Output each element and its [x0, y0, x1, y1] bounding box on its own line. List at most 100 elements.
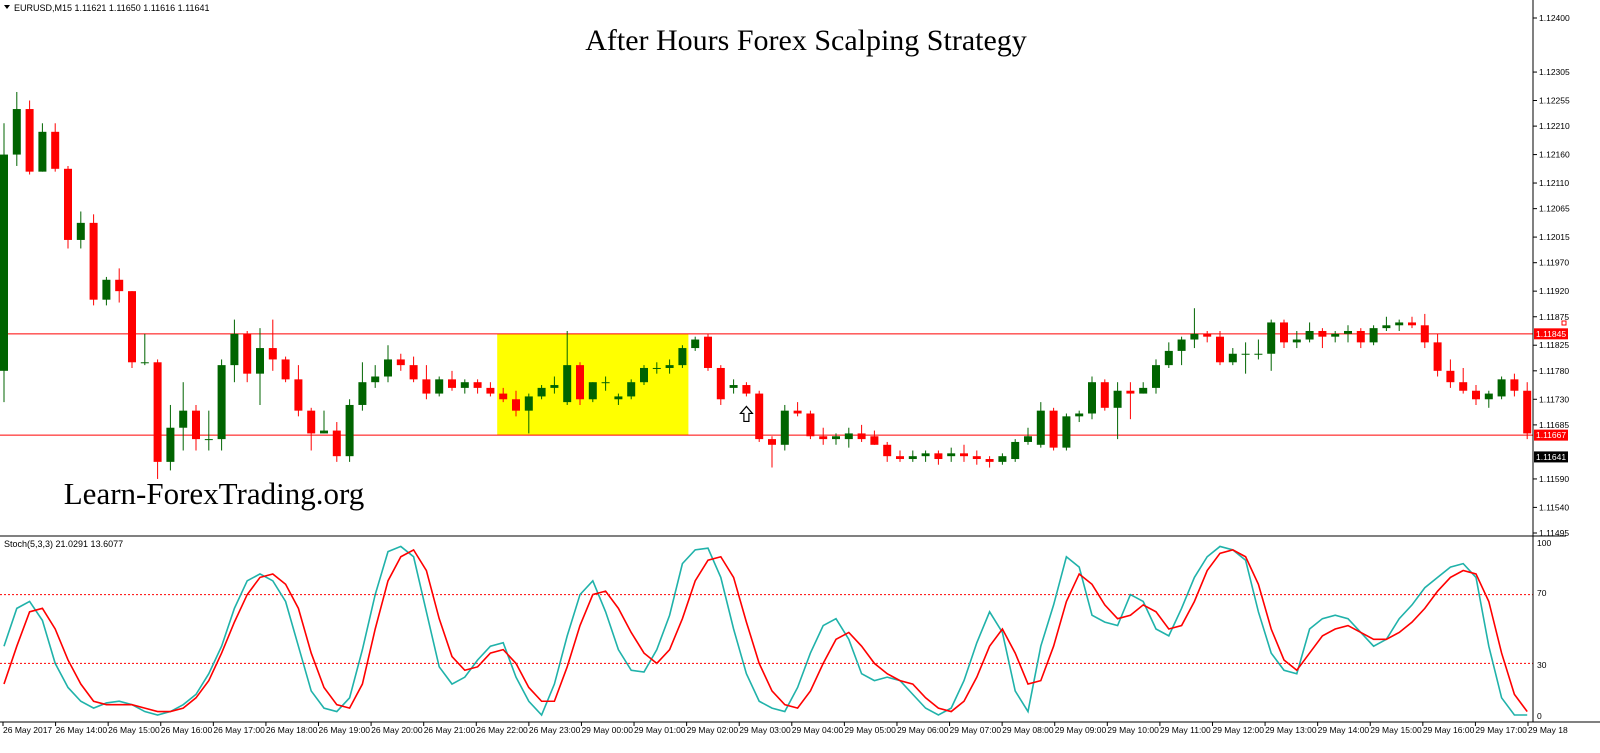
bearish-candle [51, 123, 60, 172]
indicator-label: Stoch(5,3,3) 21.0291 13.6077 [4, 539, 123, 549]
candle-body [614, 396, 623, 400]
bullish-candle [166, 404, 175, 471]
candle-body [448, 379, 456, 388]
bearish-candle [704, 333, 712, 371]
candle-body [768, 439, 776, 445]
candle-body [832, 436, 840, 440]
candle-body [1164, 350, 1173, 366]
candle-body [179, 410, 188, 428]
bullish-candle [1152, 359, 1160, 394]
candle-body [1472, 390, 1480, 400]
bearish-candle [857, 424, 866, 442]
time-tick-label: 26 May 15:00 [108, 725, 160, 735]
bullish-candle [358, 362, 367, 411]
candle-body [1433, 342, 1442, 371]
time-axis: 26 May 2017 26 May 14:00 26 May 15:00 26 Ma… [2, 722, 1568, 735]
candle-body [921, 453, 930, 457]
candle-body [1280, 322, 1288, 343]
bearish-candle [896, 450, 904, 462]
bullish-candle [780, 404, 789, 451]
bearish-candle [742, 382, 751, 397]
candle-body [691, 339, 700, 349]
candle-body [1228, 353, 1237, 363]
candle-body [1088, 382, 1096, 414]
candle-body [908, 456, 917, 460]
time-tick-label: 29 May 09:00 [1055, 725, 1107, 735]
bullish-candle [230, 319, 239, 383]
candle-body [12, 109, 21, 155]
candle-body [384, 359, 392, 377]
candle-body [1497, 379, 1506, 397]
bullish-candle [1011, 439, 1020, 462]
bearish-candle [1280, 319, 1288, 349]
candle-body [640, 367, 648, 383]
level-tick-label: 100 [1537, 538, 1551, 548]
bullish-candle [1024, 427, 1032, 445]
bullish-candle [524, 393, 533, 434]
bullish-candle [384, 345, 392, 383]
candle-body [704, 336, 712, 368]
bullish-candle [1484, 390, 1493, 408]
candle-body [1446, 370, 1455, 383]
bearish-candle [294, 365, 303, 417]
price-tick-label: 1.11730 [1539, 394, 1569, 404]
bullish-candle [38, 123, 47, 172]
bullish-candle [1062, 413, 1071, 451]
bearish-candle [243, 330, 252, 383]
bullish-candle [588, 382, 597, 403]
bullish-candle [102, 276, 111, 306]
candle-body [1036, 410, 1045, 445]
price-tick-label: 1.11825 [1539, 340, 1569, 350]
candle-body [537, 387, 546, 397]
bearish-candle [1356, 328, 1365, 349]
candle-body [38, 131, 47, 172]
bullish-candle [1036, 402, 1045, 448]
candle-body [230, 333, 239, 366]
candle-body [1356, 330, 1365, 343]
bullish-candle [627, 379, 636, 400]
time-tick-label: 26 May 17:00 [213, 725, 265, 735]
candle-body [371, 376, 380, 383]
candle-body [1190, 333, 1199, 340]
candle-body [204, 439, 213, 441]
bullish-candle [1305, 322, 1314, 343]
bullish-candle [729, 379, 738, 394]
candle-body [934, 453, 943, 460]
bullish-candle [1088, 376, 1096, 420]
price-tick-label: 1.12160 [1539, 150, 1570, 160]
candle-body [985, 459, 994, 462]
candle-body [729, 385, 738, 388]
candle-body [192, 410, 200, 440]
bearish-candle [1446, 359, 1455, 388]
candle-body [806, 413, 815, 437]
time-tick-label: 26 May 22:00 [476, 725, 528, 735]
candle-body [1024, 436, 1032, 442]
candle-body [1139, 387, 1148, 394]
bullish-candle [1075, 410, 1084, 423]
candle-body [1369, 328, 1378, 343]
main-price-pane[interactable]: 1.12400 1.12305 1.12255 1.12210 1.12160 1.121… [0, 3, 1570, 538]
chart-title: After Hours Forex Scalping Strategy [585, 24, 1027, 57]
time-tick-label: 29 May 10:00 [1107, 725, 1159, 735]
bearish-candle [1216, 330, 1224, 366]
candle-body [1254, 353, 1263, 355]
time-tick-label: 29 May 11:00 [1160, 725, 1211, 735]
bearish-candle [1510, 373, 1519, 397]
candle-body [76, 222, 85, 240]
bullish-candle [1331, 330, 1340, 343]
bearish-candle [768, 436, 776, 468]
bullish-candle [371, 365, 380, 388]
price-tick-label: 1.11590 [1539, 474, 1569, 484]
bullish-candle [550, 376, 559, 394]
resistance-line-handle-right[interactable] [1561, 320, 1567, 326]
bullish-candle [678, 345, 687, 368]
candlestick-series [0, 91, 1532, 479]
dropdown-triangle-icon[interactable] [4, 5, 10, 9]
time-tick-label: 29 May 03:00 [739, 725, 791, 735]
current-price-tag: 1.11641 [1534, 451, 1568, 463]
level-tick-label: 70 [1537, 588, 1547, 598]
candle-body [1344, 330, 1352, 334]
price-tick-label: 1.11495 [1539, 528, 1569, 538]
candle-body [972, 456, 981, 460]
stochastic-pane[interactable]: Stoch(5,3,3) 21.0291 13.6077 100 70 30 0 [0, 538, 1551, 721]
